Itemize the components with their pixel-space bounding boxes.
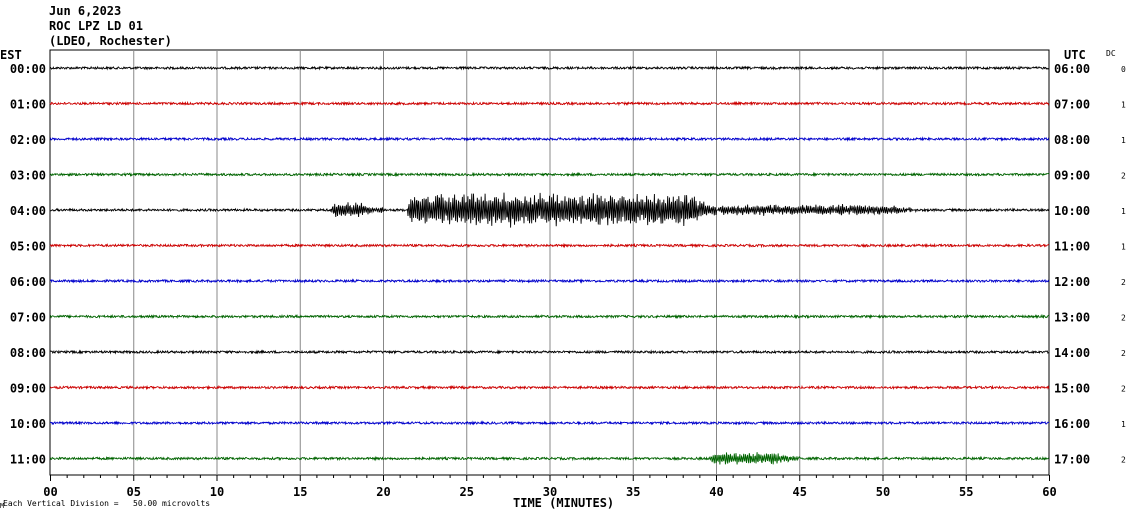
utc-label: 11:00 [1054,240,1090,254]
utc-label: 14:00 [1054,346,1090,360]
header-date: Jun 6,2023 [49,4,122,18]
trace-0400 [49,192,1050,228]
est-label: 05:00 [10,240,46,254]
utc-label: 10:00 [1054,204,1090,218]
est-label: 10:00 [10,417,46,431]
est-label: 03:00 [10,169,46,183]
utc-label: 08:00 [1054,133,1090,147]
utc-label: 17:00 [1054,453,1090,467]
x-tick-label: 60 [1042,485,1056,499]
dc-label: 2 [1121,172,1126,181]
header-network: (LDEO, Rochester) [49,34,172,48]
header-station: ROC LPZ LD 01 [49,19,143,33]
utc-label: 06:00 [1054,62,1090,76]
trace-0700 [49,313,1050,320]
x-tick-label: 50 [876,485,890,499]
dc-label: 2 [1121,278,1126,287]
label-layer: 00 05 10 15 20 25 30 35 40 45 50 55 60 00:00 06:00 0 01:… [10,62,1126,499]
x-tick-label: 45 [793,485,807,499]
trace-layer [49,65,1050,465]
dc-label: 0 [1121,65,1126,74]
trace-0600 [49,278,1050,284]
x-tick-label: 30 [543,485,557,499]
dc-label: 1 [1121,207,1126,216]
trace-0900 [50,384,1050,391]
x-tick-label: 55 [959,485,973,499]
dc-label: 1 [1121,101,1126,110]
utc-label: 15:00 [1054,382,1090,396]
est-axis-title: EST [0,48,22,62]
trace-1000 [49,420,1050,426]
dc-axis-title: DC [1106,49,1116,58]
utc-label: 07:00 [1054,98,1090,112]
est-label: 09:00 [10,382,46,396]
est-label: 06:00 [10,275,46,289]
est-label: 00:00 [10,62,46,76]
dc-label: 1 [1121,420,1126,429]
utc-axis-title: UTC [1064,48,1086,62]
header: Jun 6,2023 ROC LPZ LD 01 (LDEO, Rocheste… [49,4,172,49]
x-tick-label: 15 [293,485,307,499]
footer-mark: M [0,502,5,510]
x-tick-label: 10 [210,485,224,499]
x-tick-label: 25 [460,485,474,499]
utc-label: 16:00 [1054,417,1090,431]
dc-label: 1 [1121,243,1126,252]
trace-0100 [49,100,1050,107]
utc-label: 12:00 [1054,275,1090,289]
est-label: 04:00 [10,204,46,218]
grid-layer [49,49,1050,481]
est-label: 11:00 [10,453,46,467]
x-tick-label: 20 [376,485,390,499]
utc-label: 13:00 [1054,311,1090,325]
x-axis-title: TIME (MINUTES) [513,496,615,510]
dc-label: 2 [1121,314,1126,323]
dc-label: 2 [1121,349,1126,358]
trace-0000 [49,65,1050,71]
x-tick-label: 35 [626,485,640,499]
trace-0800 [49,349,1049,355]
trace-0300 [49,171,1050,178]
dc-label: 1 [1121,136,1126,145]
x-tick-label: 05 [127,485,141,499]
dc-label: 2 [1121,385,1126,394]
trace-0500 [49,242,1050,249]
est-label: 08:00 [10,346,46,360]
trace-1100 [49,452,1050,465]
dc-label: 2 [1121,456,1126,465]
x-tick-label: 40 [709,485,723,499]
x-tick-label: 00 [43,485,57,499]
est-label: 07:00 [10,311,46,325]
scale-note: Each Vertical Division = 50.00 microvolt… [3,499,211,508]
utc-label: 09:00 [1054,169,1090,183]
est-label: 01:00 [10,98,46,112]
est-label: 02:00 [10,133,46,147]
trace-0200 [49,136,1050,142]
